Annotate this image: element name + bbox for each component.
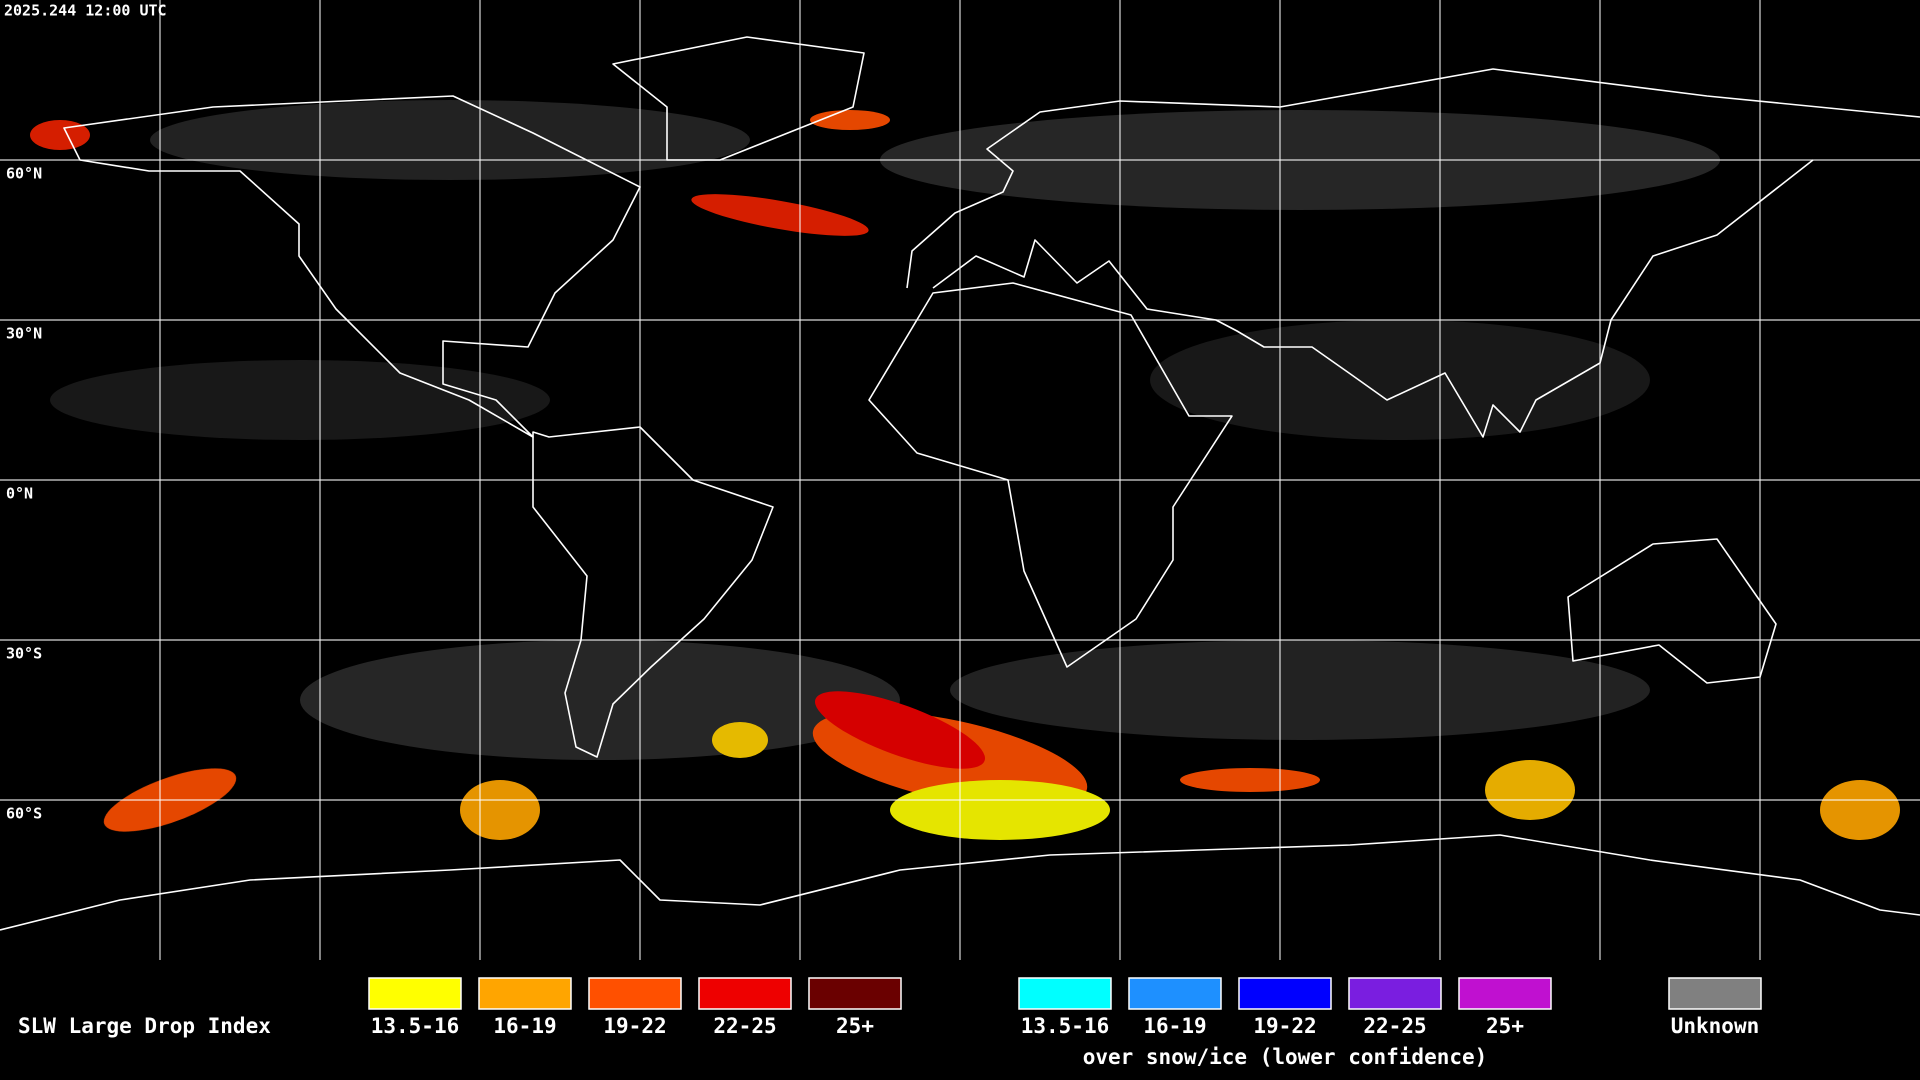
greenland [612,36,865,161]
legend-swatch [808,977,902,1010]
legend-label: 22-25 [1363,1014,1426,1038]
legend-swatch [368,977,462,1010]
latitude-label: 0°N [6,485,33,503]
legend-label: 13.5-16 [1021,1014,1110,1038]
legend-swatch [1128,977,1222,1010]
legend-caption: over snow/ice (lower confidence) [1083,1045,1488,1069]
coastlines [0,36,1920,931]
cloud-areas [30,100,1900,840]
graticule [0,0,1920,960]
north-america [63,95,641,438]
legend-swatch [1348,977,1442,1010]
legend-label: 19-22 [1253,1014,1316,1038]
latitude-label: 30°S [6,645,42,663]
legend-label: 25+ [1486,1014,1524,1038]
legend-swatch [478,977,572,1010]
latitude-label: 60°S [6,805,42,823]
legend-label: Unknown [1671,1014,1760,1038]
legend-label: 16-19 [493,1014,556,1038]
latitude-label: 30°N [6,325,42,343]
antarctica [0,834,1920,931]
legend-swatch [1668,977,1762,1010]
legend-label: 13.5-16 [371,1014,460,1038]
legend: SLW Large Drop Index 13.5-16 16-19 19-22 22… [18,977,1762,1069]
legend-swatch [1238,977,1332,1010]
legend-background [0,960,1920,1080]
latitude-label: 60°N [6,165,42,183]
legend-title: SLW Large Drop Index [18,1014,271,1038]
map: 60°N 30°N 0°N 30°S 60°S 2025.244 12:00 UTC [0,0,1920,960]
legend-label: 25+ [836,1014,874,1038]
legend-swatch [1018,977,1112,1010]
legend-swatch [698,977,792,1010]
latitude-labels: 60°N 30°N 0°N 30°S 60°S [6,165,42,823]
legend-label: 16-19 [1143,1014,1206,1038]
legend-swatch [588,977,682,1010]
legend-label: 22-25 [713,1014,776,1038]
south-america [532,426,774,758]
legend-swatch [1458,977,1552,1010]
africa [868,282,1233,668]
eurasia [906,68,1920,438]
legend-label: 19-22 [603,1014,666,1038]
timestamp: 2025.244 12:00 UTC [4,2,167,20]
